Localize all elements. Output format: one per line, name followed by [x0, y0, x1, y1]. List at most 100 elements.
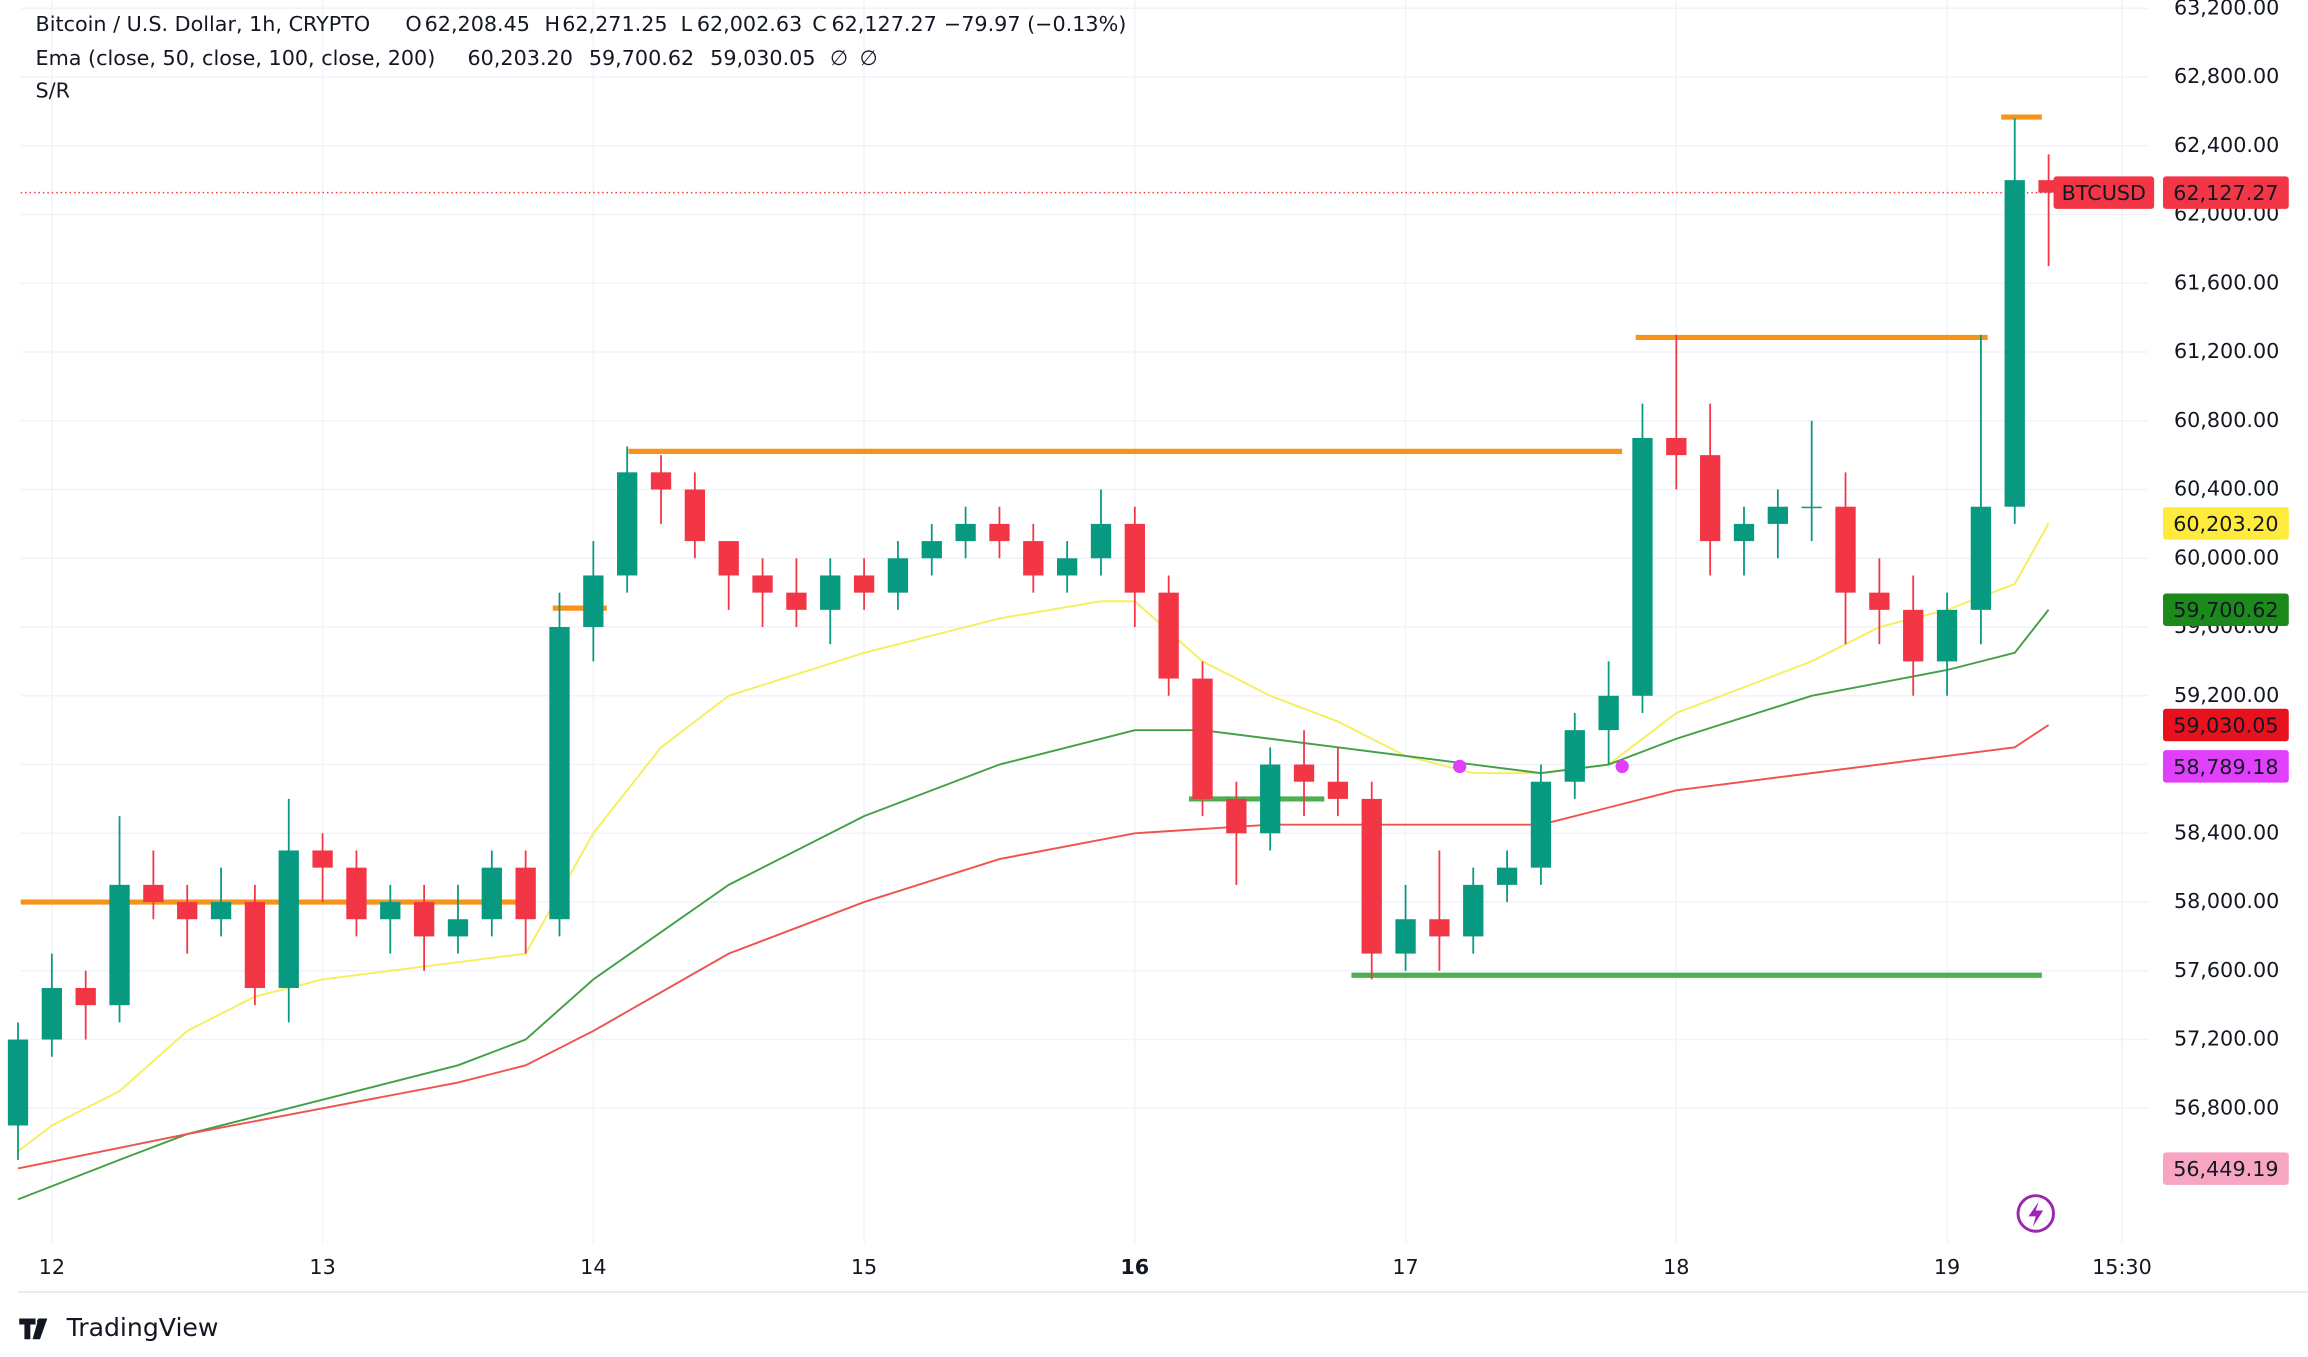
- x-tick-label: 19: [1934, 1255, 1960, 1279]
- logo[interactable]: TradingView: [19, 1313, 218, 1342]
- candle-body: [1733, 523, 1755, 542]
- candle-body: [380, 902, 401, 920]
- price-tag: [2163, 507, 2289, 540]
- symbol-title: Bitcoin / U.S. Dollar, 1h, CRYPTO: [36, 12, 371, 36]
- ohlc-key: C: [812, 12, 826, 36]
- y-tick-label: 57,600.00: [2174, 958, 2279, 982]
- candle-body: [481, 867, 502, 920]
- indicator-value: 59,700.62: [589, 46, 694, 70]
- price-tag-label: 62,127.27: [2173, 181, 2278, 205]
- y-tick-label: 61,600.00: [2174, 270, 2279, 294]
- y-tick-label: 62,800.00: [2174, 64, 2279, 88]
- change: −79.97 (−0.13%): [944, 12, 1126, 36]
- indicator-value: 60,203.20: [468, 46, 573, 70]
- candle-body: [2004, 180, 2025, 507]
- candle-body: [1226, 798, 1247, 834]
- candle-body: [75, 987, 96, 1006]
- candle-body: [1463, 884, 1484, 937]
- candle-body: [1158, 592, 1179, 679]
- candle-body: [921, 541, 942, 559]
- candle-body: [7, 1039, 29, 1126]
- cross-marker: [1453, 759, 1467, 774]
- candle-body: [650, 472, 672, 490]
- candle-body: [1124, 523, 1145, 593]
- price-tag-label: 60,203.20: [2173, 512, 2278, 536]
- candle-body: [1564, 730, 1585, 782]
- ohlc-value: 62,208.45: [425, 12, 530, 36]
- candle-body: [1936, 609, 1958, 662]
- candle-body: [278, 850, 299, 988]
- candle-body: [1327, 781, 1349, 799]
- y-tick-label: 60,400.00: [2174, 477, 2279, 501]
- candle-body: [786, 592, 807, 610]
- ohlc-key: H: [544, 12, 560, 36]
- candle-body: [143, 884, 164, 903]
- y-tick-label: 59,200.00: [2174, 683, 2279, 707]
- ohlc-key: L: [681, 12, 693, 36]
- plot: [7, 114, 2149, 1201]
- price-tag: [2163, 750, 2289, 783]
- y-tick-label: 60,000.00: [2174, 545, 2279, 569]
- candle-body: [887, 558, 909, 593]
- candle-body: [447, 919, 469, 937]
- candle-body: [1429, 919, 1450, 937]
- candle-body: [617, 472, 638, 576]
- y-tick-label: 61,200.00: [2174, 339, 2279, 363]
- candle-body: [177, 902, 198, 920]
- candle-body: [1970, 506, 1992, 610]
- candle-body: [1192, 678, 1213, 799]
- y-tick-label: 60,800.00: [2174, 408, 2279, 432]
- candle-body: [1801, 506, 1822, 509]
- candle-body: [1767, 506, 1788, 524]
- candle-body: [1530, 781, 1552, 868]
- candle-body: [1090, 523, 1112, 559]
- price-tag-label: 59,030.05: [2173, 713, 2278, 737]
- candle-body: [1903, 609, 1924, 662]
- x-tick-label: 15: [851, 1255, 877, 1279]
- candle-body: [312, 850, 333, 868]
- candle-body: [346, 867, 367, 920]
- x-tick-label: 15:30: [2092, 1255, 2152, 1279]
- candle-body: [1361, 798, 1382, 954]
- alert-icon[interactable]: [2016, 1194, 2056, 1233]
- candle-body: [1260, 764, 1281, 834]
- candle-body: [210, 902, 232, 920]
- ohlc-value: 62,002.63: [697, 12, 802, 36]
- footer-brand: TradingView: [66, 1313, 219, 1342]
- candle-body: [989, 523, 1010, 542]
- candle-body: [752, 575, 773, 593]
- candle-body: [549, 627, 570, 920]
- candle-body: [853, 575, 875, 593]
- candle-body: [109, 884, 130, 1006]
- candle-body: [1632, 437, 1653, 696]
- candle-body: [583, 575, 604, 628]
- x-tick-label: 13: [309, 1255, 335, 1279]
- x-tick-label: 14: [580, 1255, 606, 1279]
- candle-body: [1293, 764, 1315, 782]
- y-tick-label: 56,800.00: [2174, 1095, 2279, 1119]
- indicator-value: ∅: [830, 46, 848, 70]
- x-tick-label: 17: [1392, 1255, 1418, 1279]
- candle-body: [684, 489, 706, 542]
- y-tick-label: 62,400.00: [2174, 133, 2279, 157]
- symbol-tag: [2053, 176, 2155, 209]
- cross-marker: [1615, 759, 1629, 774]
- price-tag: [2163, 176, 2289, 209]
- candle-body: [1835, 506, 1856, 593]
- candle-body: [413, 902, 435, 937]
- ohlc-key: O: [405, 12, 421, 36]
- candle-body: [1395, 919, 1416, 954]
- y-tick-label: 57,200.00: [2174, 1027, 2279, 1051]
- x-tick-label: 18: [1663, 1255, 1689, 1279]
- candle-body: [515, 867, 536, 920]
- sr-label: S/R: [36, 79, 71, 103]
- price-tag-label: 59,700.62: [2173, 598, 2278, 622]
- y-tick-label: 58,400.00: [2174, 820, 2279, 844]
- candle-body: [244, 902, 266, 988]
- axes: 56,800.00 57,200.00 57,600.00 58,000.00 58,4…: [39, 0, 2289, 1279]
- indicator-name: Ema (close, 50, close, 100, close, 200): [36, 46, 436, 70]
- price-tag: [2163, 708, 2289, 742]
- ohlc-value: 62,127.27: [831, 12, 936, 36]
